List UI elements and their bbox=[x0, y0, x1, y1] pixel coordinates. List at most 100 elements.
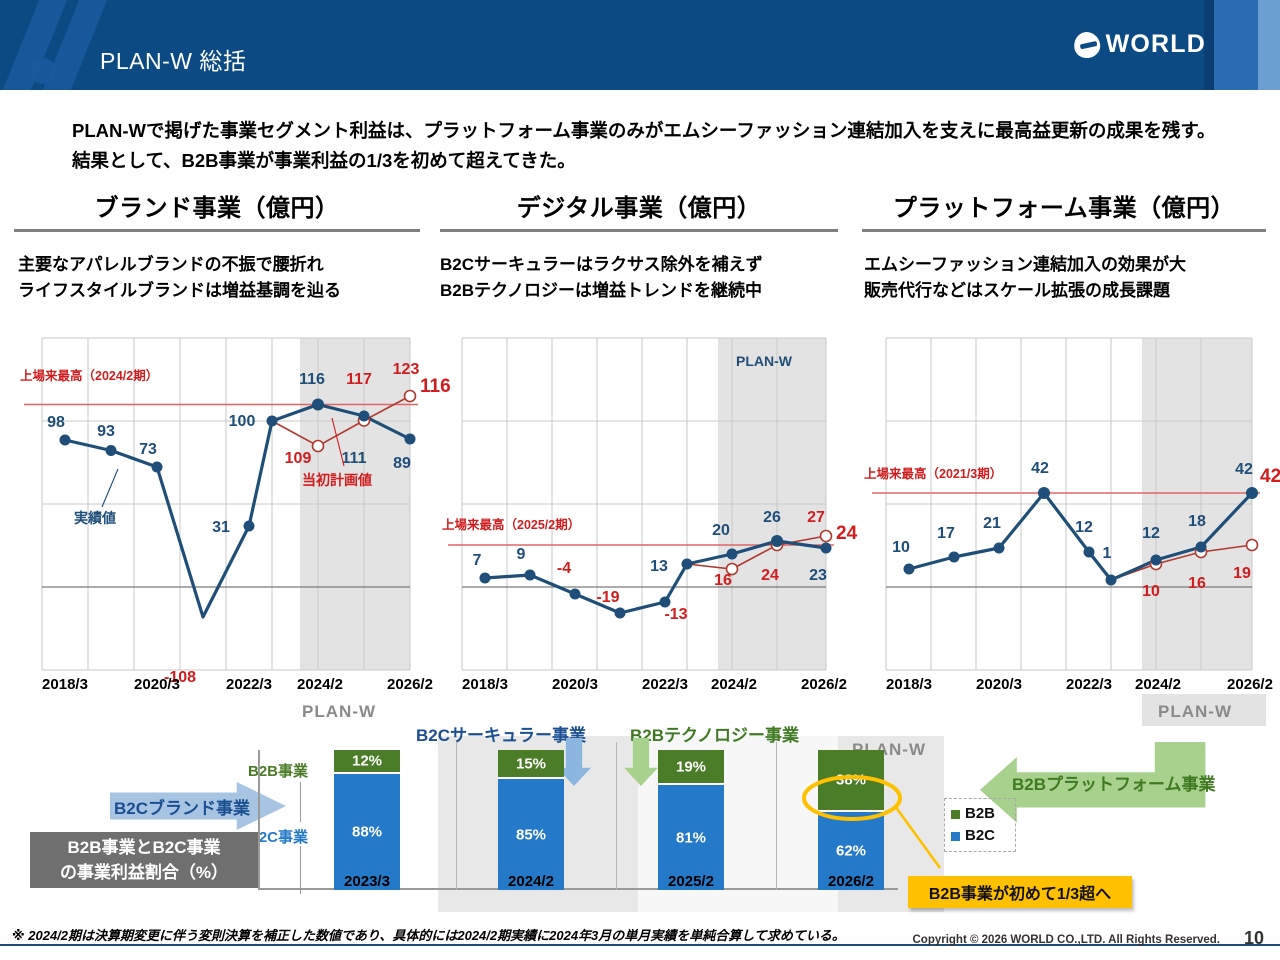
bar-group-2023: 12% 88% 2023/3 bbox=[334, 750, 400, 890]
digital-actual-markers bbox=[479, 535, 832, 619]
platform-value-3: 21 bbox=[983, 515, 1001, 532]
digital-value-9: 23 bbox=[809, 567, 827, 584]
arrow-b2c-brand: B2Cブランド事業 bbox=[110, 782, 286, 830]
world-logo: WORLD bbox=[1071, 29, 1206, 60]
footer-divider bbox=[0, 944, 1280, 946]
bar-row-divider-1 bbox=[300, 782, 301, 822]
brand-value-7: 116 bbox=[299, 371, 325, 388]
brand-value-9: 89 bbox=[393, 455, 411, 472]
x-tick-platform-3: 2022/3 bbox=[1066, 676, 1112, 693]
bar-row-label-b2c: B2C事業 bbox=[248, 829, 309, 846]
line-chart-digital: 7 9 -4 -19 -13 13 20 26 23 16 24 27 24 上… bbox=[440, 330, 858, 690]
brand-plan-line bbox=[271, 395, 411, 447]
platform-value-8: 18 bbox=[1188, 513, 1206, 530]
lead-text-digital: B2Cサーキュラーはラクサス除外を補えず B2Bテクノロジーは増益トレンドを継続… bbox=[440, 255, 763, 300]
digital-value-7: 20 bbox=[712, 522, 730, 539]
platform-value-7: 12 bbox=[1142, 525, 1160, 542]
digital-value-2: 9 bbox=[517, 546, 526, 563]
bar-baseline bbox=[258, 888, 898, 890]
digital-value-5: -13 bbox=[664, 606, 687, 623]
line-chart-digital-svg: 7 9 -4 -19 -13 13 20 26 23 16 24 27 24 上… bbox=[442, 337, 858, 671]
brand-value-3: 73 bbox=[139, 441, 157, 458]
footnote: ※ 2024/2期は決算期変更に伴う変則決算を補正した数値であり、具体的には20… bbox=[12, 928, 845, 943]
bar-label-b2c-2026: 62% bbox=[835, 842, 867, 860]
highlight-connector-line bbox=[893, 805, 942, 869]
digital-plan-line bbox=[686, 535, 827, 570]
bar-segment-b2b-2024: 15% bbox=[498, 750, 564, 777]
bar-segment-b2c-2025: 81% bbox=[658, 783, 724, 890]
planw-band-label-digital: PLAN-W bbox=[736, 353, 793, 369]
copyright-text: Copyright © 2026 WORLD CO.,LTD. All Righ… bbox=[912, 934, 1220, 946]
lead-text-brand: 主要なアパレルブランドの不振で腰折れ ライフスタイルブランドは増益基調を辿る bbox=[18, 255, 341, 300]
line-chart-brand: 98 93 73 -108 31 100 116 111 89 109 117 … bbox=[14, 330, 451, 690]
x-tick-brand-1: 2018/3 bbox=[42, 676, 88, 693]
platform-value-6: 1 bbox=[1103, 545, 1112, 562]
x-tick-brand-4: 2024/2 bbox=[297, 676, 343, 693]
header-band-b bbox=[1236, 0, 1258, 90]
x-tick-platform-5: 2026/2 bbox=[1227, 676, 1273, 693]
bar-label-b2b-2024: 15% bbox=[515, 755, 547, 772]
digital-value-1: 7 bbox=[473, 552, 482, 569]
digital-plan-value-3: 27 bbox=[807, 509, 825, 526]
x-tick-platform-4: 2024/2 bbox=[1135, 676, 1181, 693]
x-tick-digital-5: 2026/2 bbox=[801, 676, 847, 693]
bar-label-b2b-2025: 19% bbox=[675, 758, 707, 775]
digital-value-8: 26 bbox=[763, 509, 781, 526]
platform-record-value: 42 bbox=[1260, 466, 1280, 487]
digital-value-3: -4 bbox=[557, 560, 571, 577]
bar-segment-b2c-2024: 85% bbox=[498, 777, 564, 890]
x-tick-platform-2: 2020/3 bbox=[976, 676, 1022, 693]
platform-plan-line bbox=[1110, 544, 1253, 581]
bar-label-b2c-2024: 85% bbox=[515, 826, 547, 843]
brand-plan-value-3: 123 bbox=[393, 361, 420, 378]
bar-legend: B2B B2C bbox=[944, 798, 1016, 852]
bar-xlabel-2025: 2025/2 bbox=[668, 873, 714, 890]
digital-value-4: -19 bbox=[596, 589, 619, 606]
bar-divider-1 bbox=[456, 742, 457, 890]
page-title-line1: PLAN-W 総括 bbox=[100, 48, 247, 74]
platform-value-9: 42 bbox=[1235, 461, 1253, 478]
brand-plan-annotation: 当初計画値 bbox=[302, 472, 372, 488]
platform-plan-value-2: 16 bbox=[1188, 575, 1206, 592]
x-tick-brand-2: 2020/3 bbox=[134, 676, 180, 693]
digital-value-6: 13 bbox=[650, 558, 668, 575]
brand-plan-value-1: 109 bbox=[285, 450, 312, 467]
label-b2c-circular: B2Cサーキュラー事業 bbox=[416, 726, 587, 745]
section-rule-digital bbox=[440, 229, 838, 232]
arrow-b2b-platform: B2Bプラットフォーム事業 bbox=[980, 742, 1216, 826]
callout-b2b-one-third: B2B事業が初めて1/3超へ bbox=[908, 876, 1132, 908]
section-rule-brand bbox=[14, 229, 420, 232]
header-band-a bbox=[1214, 0, 1236, 90]
bar-xlabel-2026: 2026/2 bbox=[828, 873, 874, 890]
section-title-brand-text: ブランド事業（億円） bbox=[94, 195, 340, 222]
bar-segment-b2b-2023: 12% bbox=[334, 750, 400, 772]
intro-paragraph: PLAN-Wで掲げた事業セグメント利益は、プラットフォーム事業のみがエムシーファ… bbox=[72, 120, 1216, 171]
bar-row-divider-2 bbox=[300, 846, 301, 894]
section-title-brand: ブランド事業（億円） bbox=[14, 188, 420, 232]
bar-xlabel-2023: 2023/3 bbox=[344, 873, 390, 890]
digital-plan-value-2: 24 bbox=[761, 567, 779, 584]
x-axis-brand: 2018/3 2020/3 2022/3 2024/2 2026/2 bbox=[14, 676, 433, 698]
legend-swatch-b2c-icon bbox=[951, 831, 960, 841]
bar-group-2025: 19% 81% 2025/2 bbox=[658, 750, 724, 890]
section-title-digital: デジタル事業（億円） bbox=[440, 188, 838, 232]
x-tick-digital-4: 2024/2 bbox=[711, 676, 757, 693]
brand-value-5: 31 bbox=[212, 519, 230, 536]
slide-header: PLAN-W 総括 ②B2Bシフト：事業セグメント別利益の結果 WORLD bbox=[0, 0, 1280, 90]
highlight-overlay bbox=[802, 775, 942, 869]
bar-segment-b2c-2023: 88% bbox=[334, 772, 400, 890]
platform-plan-value-1: 10 bbox=[1142, 583, 1160, 600]
bar-divider-2 bbox=[616, 742, 617, 890]
brand-value-2: 93 bbox=[97, 423, 115, 440]
line-chart-platform: 10 17 21 42 12 1 12 18 42 10 16 19 42 上場… bbox=[862, 330, 1280, 690]
x-tick-brand-5: 2026/2 bbox=[387, 676, 433, 693]
brand-actual-markers bbox=[59, 398, 416, 532]
x-axis-platform: 2018/3 2020/3 2022/3 2024/2 2026/2 bbox=[862, 676, 1273, 698]
bar-chart-caption-box: B2B事業とB2C事業 の事業利益割合（%） bbox=[30, 832, 258, 888]
section-rule-platform bbox=[862, 229, 1266, 232]
section-title-platform: プラットフォーム事業（億円） bbox=[862, 188, 1266, 232]
arrow-b2c-brand-label: B2Cブランド事業 bbox=[114, 799, 251, 818]
planw-band-bg-platform bbox=[1142, 694, 1266, 726]
x-tick-brand-3: 2022/3 bbox=[226, 676, 272, 693]
